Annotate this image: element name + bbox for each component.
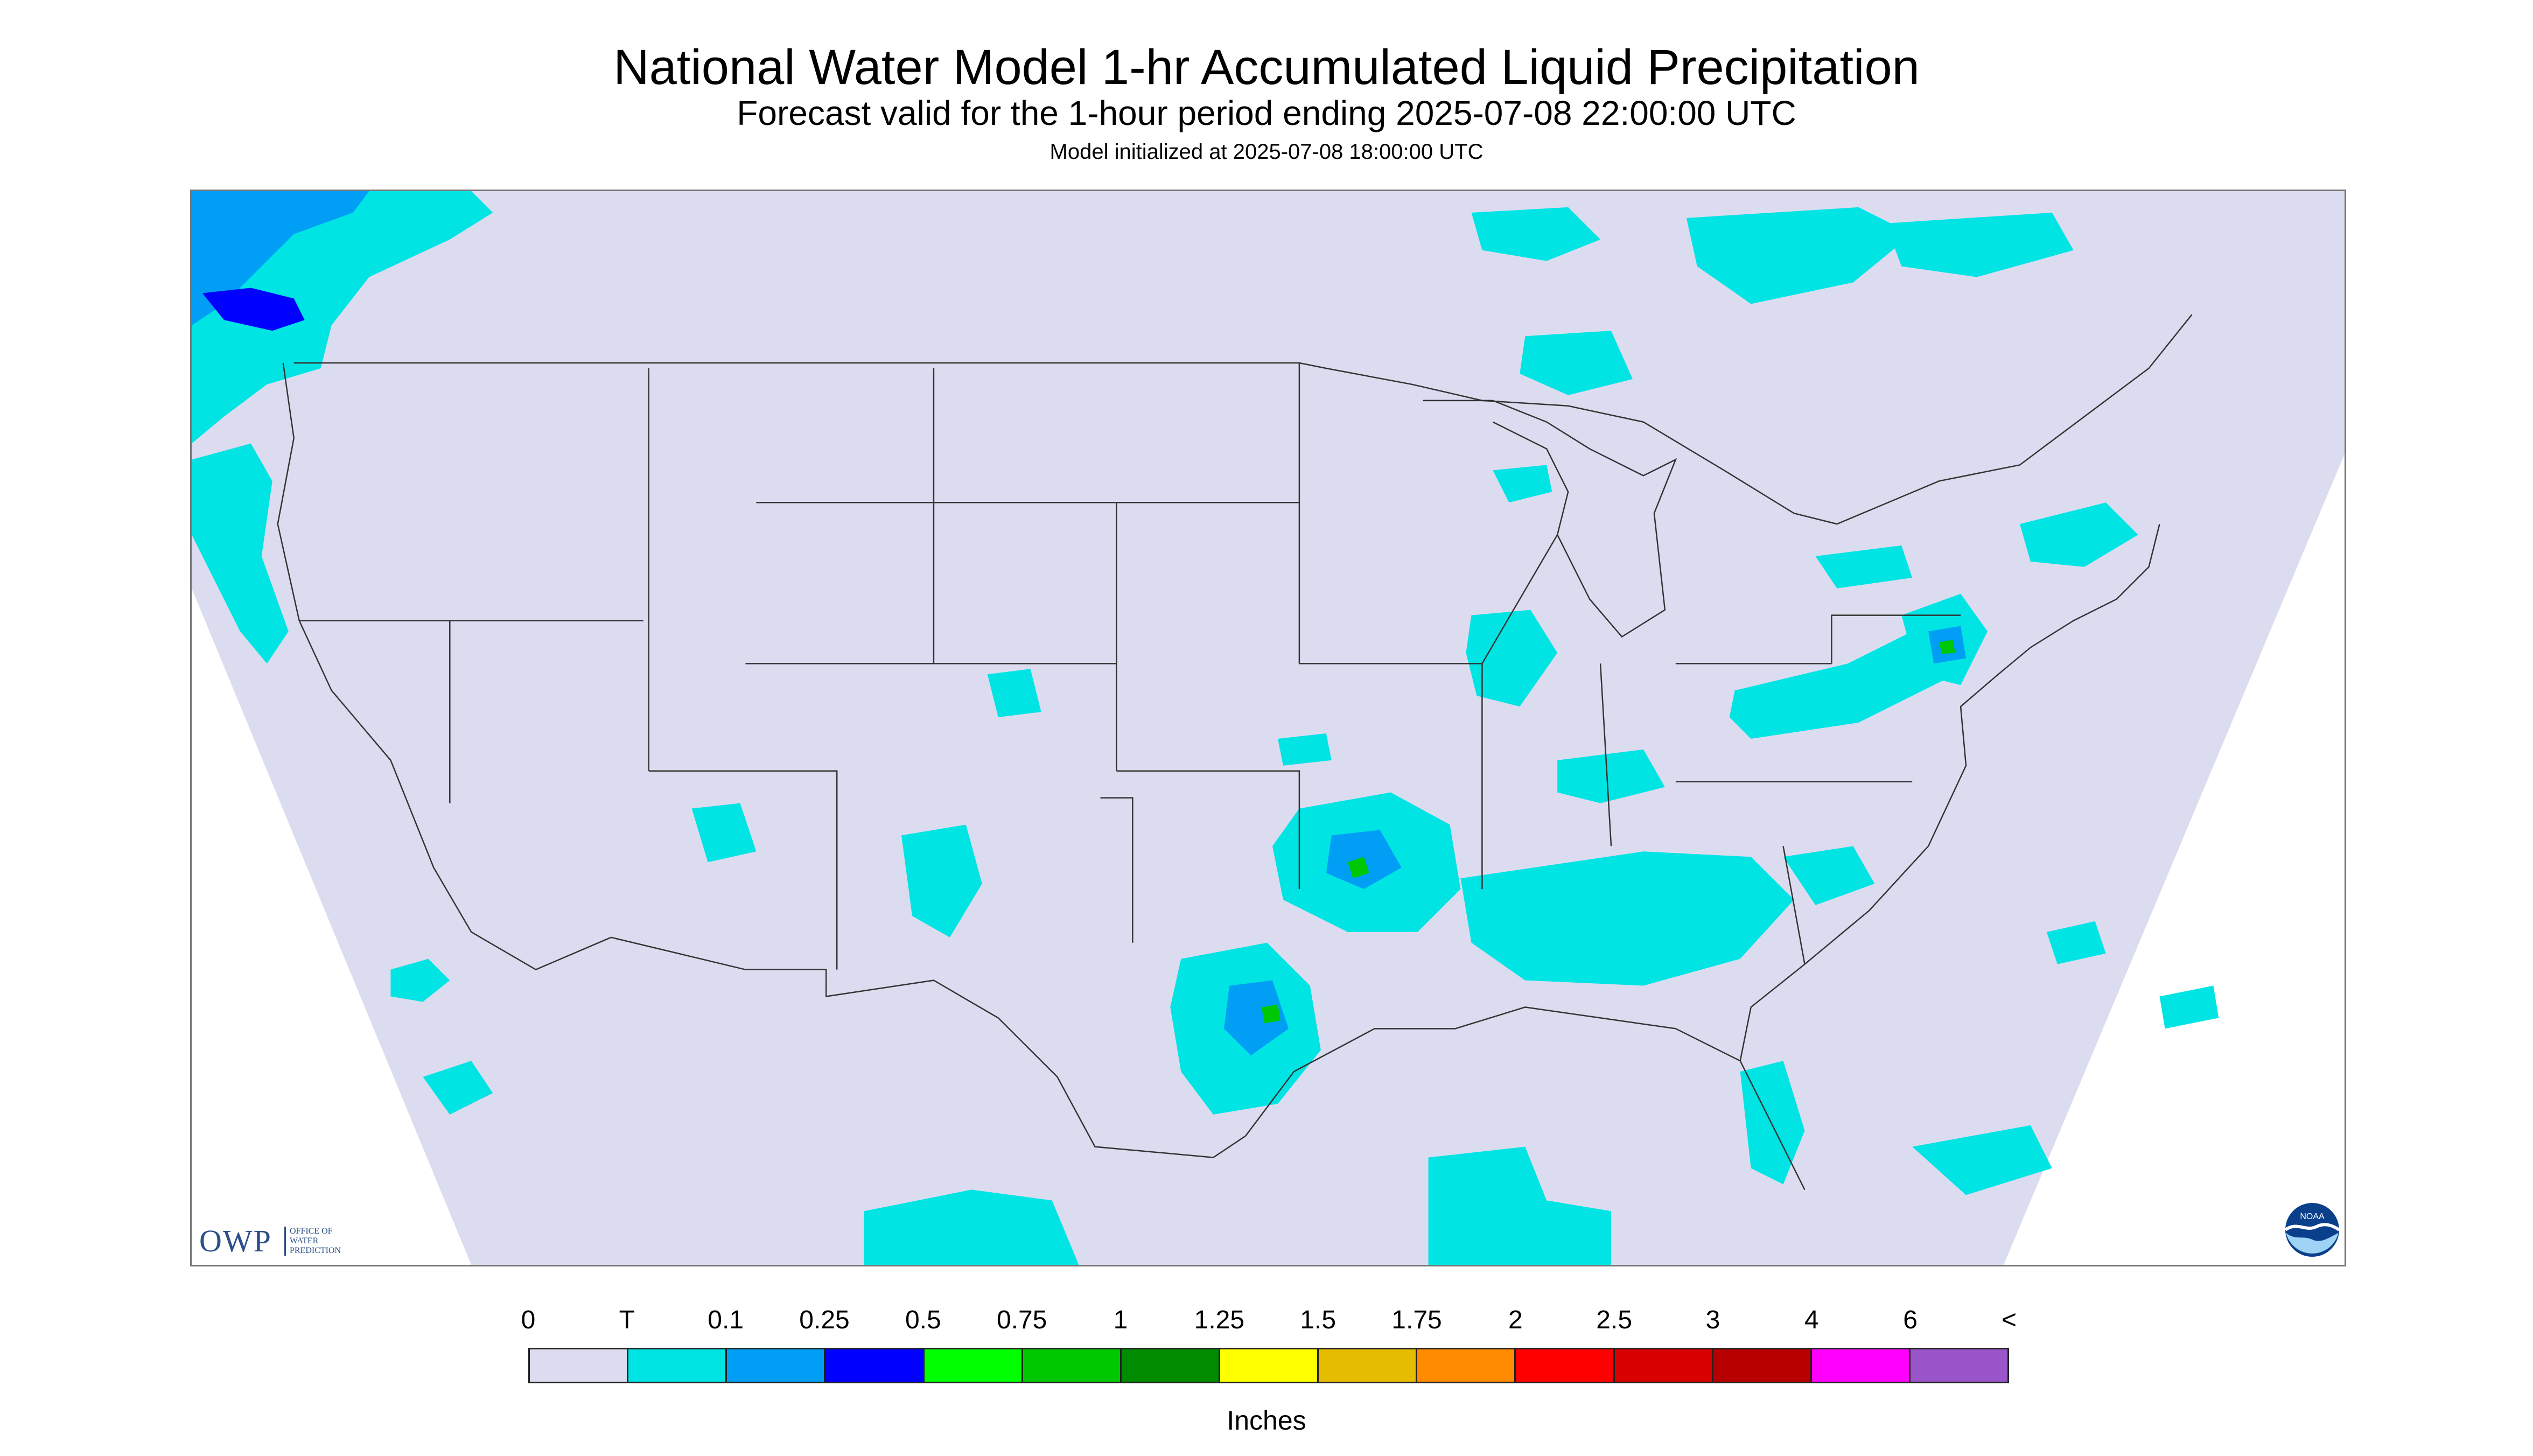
- legend-label: 0.25: [799, 1306, 850, 1334]
- owp-logo-line3: PREDICTION: [290, 1246, 341, 1255]
- legend-label: 1.25: [1194, 1306, 1245, 1334]
- legend-color-bar: [528, 1348, 2009, 1383]
- legend-swatch: [1516, 1349, 1615, 1382]
- precip-arizona-trace: [691, 803, 757, 863]
- legend-swatch: [530, 1349, 629, 1382]
- legend-label: T: [619, 1306, 635, 1334]
- precip-tennessee-trace: [1557, 749, 1665, 803]
- precip-superior-trace: [1520, 331, 1633, 395]
- legend-label: 4: [1804, 1306, 1819, 1334]
- model-init-text: Model initialized at 2025-07-08 18:00:00…: [1049, 140, 1484, 164]
- state-lines-east: [1298, 363, 1961, 964]
- legend-swatch: [1121, 1349, 1220, 1382]
- legend-label: 3: [1705, 1306, 1720, 1334]
- legend-units: Inches: [1227, 1405, 1306, 1436]
- noaa-logo-text: NOAA: [2300, 1212, 2325, 1221]
- model-domain: [192, 191, 2345, 1265]
- precip-illinois-trace: [1466, 610, 1558, 707]
- precip-penn-heavy: [1939, 640, 1956, 654]
- precip-mexico-trace: [864, 1189, 1079, 1265]
- precip-pacific-trace: [390, 958, 450, 1002]
- legend-label: 0.75: [996, 1306, 1047, 1334]
- owp-logo-separator: [284, 1227, 286, 1256]
- precip-texas-light: [1224, 980, 1289, 1056]
- precip-canada-trace: [1471, 207, 1601, 261]
- page-title: National Water Model 1-hr Accumulated Li…: [613, 40, 1920, 95]
- legend-swatch: [924, 1349, 1023, 1382]
- legend-swatch: [1614, 1349, 1713, 1382]
- precip-pacific-trace-2: [423, 1061, 493, 1115]
- legend-swatch: [727, 1349, 826, 1382]
- legend-label: 2.5: [1596, 1306, 1633, 1334]
- state-lines-west: [299, 368, 1300, 970]
- precip-lakeheron-trace: [1815, 545, 1913, 589]
- precip-areas: [192, 191, 2219, 1265]
- page-subtitle: Forecast valid for the 1-hour period end…: [737, 94, 1796, 132]
- canada-border: [293, 314, 2193, 525]
- precip-newmexico-trace: [901, 824, 982, 937]
- legend-swatch: [1713, 1349, 1812, 1382]
- owp-logo-line1: OFFICE OF: [290, 1227, 333, 1236]
- legend-swatch: [1417, 1349, 1516, 1382]
- noaa-logo: NOAA: [2284, 1203, 2340, 1257]
- precipitation-map: [190, 190, 2346, 1266]
- legend-swatch: [1220, 1349, 1319, 1382]
- owp-logo-text: OFFICE OF WATER PREDICTION: [290, 1227, 341, 1256]
- west-coast: [277, 362, 612, 971]
- owp-logo-mark: OWP: [199, 1223, 272, 1258]
- legend-swatch: [1319, 1349, 1418, 1382]
- mexico-border: [611, 936, 1246, 1158]
- legend-label: 0.5: [905, 1306, 941, 1334]
- owp-logo-line2: WATER: [290, 1236, 319, 1245]
- precip-atlantic-trace-2: [2046, 921, 2106, 964]
- legend-label: 1.5: [1300, 1306, 1337, 1334]
- precip-coast-trace: [192, 443, 289, 664]
- precip-michigan-trace: [1493, 465, 1552, 503]
- legend-label: 1: [1113, 1306, 1128, 1334]
- legend-label: 2: [1508, 1306, 1523, 1334]
- legend-label: 6: [1903, 1306, 1918, 1334]
- precip-atlantic-trace-3: [2159, 985, 2219, 1029]
- precip-canada-trace-3: [1885, 212, 2074, 277]
- great-lakes-shore: [1423, 400, 1677, 638]
- gulf-coast: [1245, 1006, 1806, 1190]
- precip-carolina-trace: [1783, 846, 1875, 906]
- precip-atlantic-trace: [1912, 1125, 2052, 1195]
- legend-swatch: [825, 1349, 925, 1382]
- precip-south-trace: [1460, 851, 1794, 986]
- precip-pnw-moderate: [202, 288, 305, 331]
- precip-kansas-trace: [1277, 733, 1332, 766]
- precip-texas-heavy: [1262, 1004, 1281, 1024]
- legend-swatch: [1023, 1349, 1122, 1382]
- legend-swatch: [628, 1349, 727, 1382]
- precip-ozark-heavy: [1347, 857, 1369, 879]
- precip-canada-trace-2: [1686, 207, 1913, 304]
- owp-logo: OWP OFFICE OF WATER PREDICTION: [199, 1223, 382, 1259]
- legend-swatch: [1811, 1349, 1911, 1382]
- legend-label: 1.75: [1391, 1306, 1442, 1334]
- legend-swatch: [1910, 1349, 2008, 1382]
- legend-labels: 0 T 0.1 0.25 0.5 0.75 1 1.25 1.5 1.75 2 2.5 3 4 6 <: [521, 1304, 2533, 1336]
- precip-gulf-trace: [1428, 1146, 1612, 1265]
- precip-newengland-trace: [2019, 502, 2138, 567]
- map-boundaries: [277, 314, 2193, 1190]
- legend-label: <: [2001, 1306, 2017, 1334]
- precip-colorado-trace: [987, 669, 1041, 718]
- precip-midatlantic-trace: [1729, 620, 1967, 739]
- legend-label: 0: [521, 1306, 536, 1334]
- legend-label: 0.1: [708, 1306, 744, 1334]
